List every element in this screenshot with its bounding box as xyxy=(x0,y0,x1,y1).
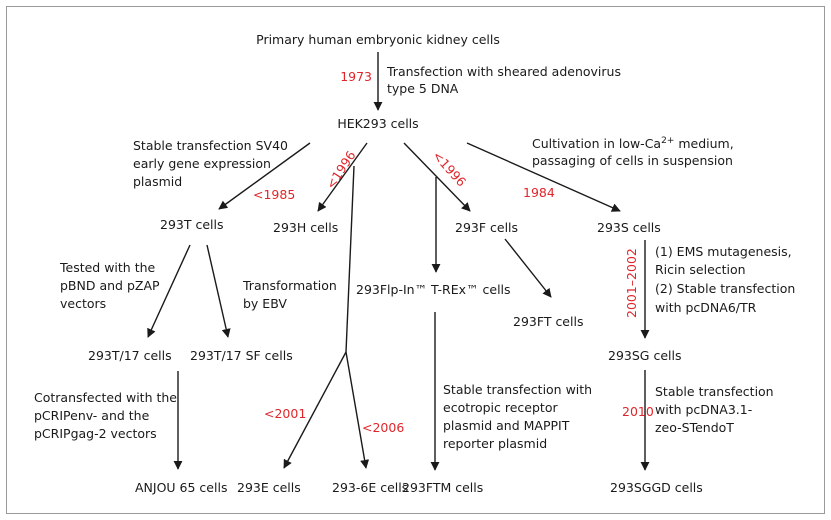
edges xyxy=(147,52,650,471)
year-2006: <2006 xyxy=(362,420,404,435)
node-293f: 293F cells xyxy=(455,220,518,235)
year-1984: 1984 xyxy=(523,185,555,200)
year-2010: 2010 xyxy=(622,404,654,419)
annotation-line: plasmid xyxy=(133,174,182,189)
node-293-6e: 293-6E cells xyxy=(332,480,408,495)
annotation-tested: Tested with the pBND and pZAP vectors xyxy=(59,260,164,311)
annotation-line: plasmid and MAPPIT xyxy=(443,418,570,433)
node-293h: 293H cells xyxy=(273,220,338,235)
node-293sg: 293SG cells xyxy=(608,348,681,363)
node-293t17: 293T/17 cells xyxy=(88,348,172,363)
node-293flp-in: 293Flp-In™ T-REx™ cells xyxy=(356,282,511,297)
annotation-sv40: Stable transfection SV40 early gene expr… xyxy=(133,138,292,189)
annotation-line: Ricin selection xyxy=(655,262,746,277)
annotation-line: Stable transfection SV40 xyxy=(133,138,288,153)
annotation-line: Tested with the xyxy=(59,260,156,275)
node-293sggd: 293SGGD cells xyxy=(610,480,703,495)
annotation-cultivation: Cultivation in low-Ca2+ medium, passagin… xyxy=(532,136,738,168)
annotation-line: reporter plasmid xyxy=(443,436,547,451)
annotation-line: pCRIPenv- and the xyxy=(34,408,150,423)
annotation-line: zeo-STendoT xyxy=(655,420,734,435)
diagram-frame xyxy=(6,6,825,514)
year-2001: <2001 xyxy=(264,406,306,421)
annotation-line: vectors xyxy=(60,296,106,311)
node-293ftm: 293FTM cells xyxy=(402,480,483,495)
annotation-line: ecotropic receptor xyxy=(443,400,558,415)
annotation-line: Cultivation in low-Ca xyxy=(532,136,661,151)
year-1985: <1985 xyxy=(253,187,295,202)
arrow-293t-to-293t17sf xyxy=(206,244,231,338)
annotation-line: (1) EMS mutagenesis, xyxy=(655,244,792,259)
arrow-hek293-to-293t xyxy=(218,142,311,210)
annotation-ems: (1) EMS mutagenesis, Ricin selection (2)… xyxy=(655,244,799,315)
arrow-hek293-to-293s xyxy=(466,142,621,212)
annotation-line: Stable transfection xyxy=(655,384,774,399)
annotation-line: Transformation xyxy=(242,278,337,293)
annotation-ecotropic: Stable transfection with ecotropic recep… xyxy=(443,382,596,451)
year-2001-2002: 2001–2002 xyxy=(624,248,639,318)
annotation-stendot: Stable transfection with pcDNA3.1- zeo-S… xyxy=(655,384,778,435)
annotation-line: early gene expression xyxy=(133,156,271,171)
node-293s: 293S cells xyxy=(597,220,661,235)
node-293t17sf: 293T/17 SF cells xyxy=(190,348,293,363)
node-293t: 293T cells xyxy=(160,217,224,232)
arrow-to-293-6e xyxy=(345,351,370,469)
annotation-line: by EBV xyxy=(243,296,287,311)
annotation-line: with pcDNA6/TR xyxy=(655,300,757,315)
annotation-line: with pcDNA3.1- xyxy=(655,402,752,417)
annotation-adenovirus: Transfection with sheared adenovirus typ… xyxy=(386,64,625,96)
annotation-line: Cotransfected with the xyxy=(34,390,177,405)
node-hek293: HEK293 cells xyxy=(337,116,418,131)
line-ebv-branch xyxy=(345,165,355,353)
arrow-to-293e xyxy=(283,351,347,469)
annotation-line: Stable transfection with xyxy=(443,382,592,397)
annotation-line: pBND and pZAP xyxy=(60,278,160,293)
arrow-hek293-to-293f xyxy=(403,142,471,212)
annotation-line: type 5 DNA xyxy=(387,81,459,96)
arrow-293f-to-293ft xyxy=(504,238,552,298)
arrow-293t-to-293t17 xyxy=(147,244,191,338)
superscript: 2+ xyxy=(661,136,674,146)
annotation-line: pCRIPgag-2 vectors xyxy=(34,426,157,441)
annotation-line: passaging of cells in suspension xyxy=(532,153,733,168)
node-293ft: 293FT cells xyxy=(513,314,583,329)
year-1973: 1973 xyxy=(340,69,372,84)
node-primary-cells: Primary human embryonic kidney cells xyxy=(256,32,500,47)
annotation-ebv: Transformation by EBV xyxy=(242,278,341,311)
node-293e: 293E cells xyxy=(237,480,301,495)
annotation-line: (2) Stable transfection xyxy=(655,281,795,296)
arrow-hek293-to-293h xyxy=(317,142,368,212)
annotation-cotransfected: Cotransfected with the pCRIPenv- and the… xyxy=(34,390,181,441)
annotation-line: Transfection with sheared adenovirus xyxy=(386,64,621,79)
annotation-line: medium, xyxy=(674,136,733,151)
node-anjou65: ANJOU 65 cells xyxy=(135,480,227,495)
